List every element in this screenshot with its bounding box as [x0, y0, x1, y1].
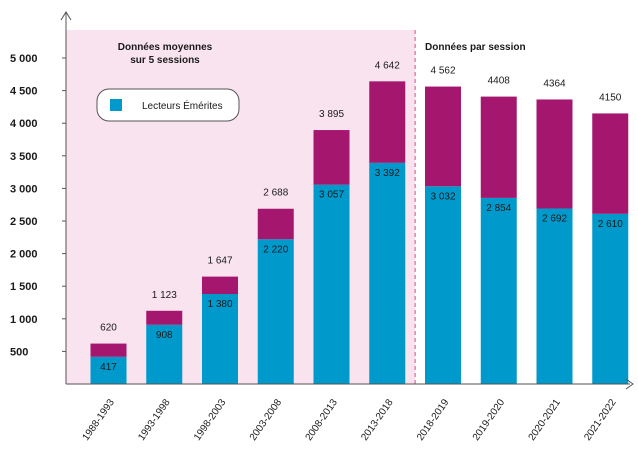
- bar-total-label: 4364: [543, 78, 566, 89]
- legend-label: Lecteurs Émérites: [142, 99, 223, 112]
- bar-segment-complement: [592, 113, 629, 214]
- x-tick-label: 2018-2019: [415, 397, 452, 443]
- bar-segment-lecteurs-emerites: [313, 184, 350, 384]
- axes: [60, 11, 634, 390]
- bar-total-label: 4150: [599, 92, 622, 103]
- bar-segment-complement: [146, 310, 183, 325]
- bar-inner-label: 3 032: [430, 191, 455, 202]
- bar-segment-complement: [257, 208, 294, 240]
- x-tick-label: 2019-2020: [471, 397, 508, 443]
- bar-segment-complement: [480, 96, 517, 198]
- y-tick-label: 2 000: [10, 249, 38, 261]
- region-averaged-title-line-1: Données moyennes: [118, 42, 213, 53]
- bar-segment-complement: [313, 130, 350, 185]
- bar-total-label: 4 642: [375, 60, 400, 71]
- y-tick-label: 1 500: [10, 281, 38, 293]
- bar-segment-lecteurs-emerites: [480, 197, 517, 384]
- bar-segment-complement: [90, 343, 127, 357]
- legend-box: [96, 88, 240, 122]
- legend-swatch: [110, 99, 122, 111]
- x-tick-label: 2021-2022: [582, 397, 619, 443]
- bar-segment-lecteurs-emerites: [90, 356, 127, 384]
- y-tick-label: 4 500: [10, 86, 38, 98]
- bar-total-label: 1 123: [152, 290, 177, 301]
- bar-segment-lecteurs-emerites: [146, 324, 183, 384]
- y-tick-label: 3 000: [10, 183, 38, 195]
- bar-segment-complement: [536, 99, 573, 209]
- bar-inner-label: 3 057: [319, 190, 344, 201]
- bar-segment-lecteurs-emerites: [202, 294, 238, 384]
- y-tick-label: 4 000: [10, 118, 38, 130]
- region-averaged-title-line-2: sur 5 sessions: [130, 55, 200, 66]
- x-tick-label: 2003-2008: [248, 397, 285, 443]
- y-tick-label: 2 500: [10, 216, 38, 228]
- y-ticks: 500 1 000 1 500 2 000 2 500 3 000 3 500 4 000 4 …: [10, 53, 66, 358]
- x-axis-arrow: [625, 378, 634, 390]
- bar-inner-label: 2 220: [263, 244, 288, 255]
- bar-segment-complement: [425, 86, 461, 187]
- bar-inner-label: 2 854: [486, 203, 511, 214]
- bar-inner-label: 908: [156, 330, 173, 341]
- bar-total-label: 4408: [488, 76, 511, 87]
- labels-layer: 620 417 1 123 908 1 647 1 380 2 688 2 220 3 895 3…: [100, 60, 623, 372]
- legend: Lecteurs Émérites: [96, 88, 240, 122]
- region-per-session-title: Données par session: [425, 42, 526, 53]
- bar-segment-lecteurs-emerites: [425, 186, 461, 384]
- bar-inner-label: 417: [100, 362, 117, 373]
- bar-total-label: 3 895: [319, 109, 344, 120]
- x-tick-label: 1988-1993: [81, 397, 118, 443]
- bar-inner-label: 2 610: [598, 219, 623, 230]
- bar-segment-lecteurs-emerites: [257, 239, 294, 384]
- y-tick-label: 3 500: [10, 151, 38, 163]
- bar-segment-complement: [369, 81, 406, 163]
- region-averaged-background: [66, 30, 416, 384]
- bar-inner-label: 2 692: [542, 213, 567, 224]
- bar-segment-complement: [202, 276, 238, 295]
- bar-segment-lecteurs-emerites: [536, 208, 573, 384]
- y-tick-label: 500: [10, 346, 28, 358]
- x-tick-label: 2020-2021: [527, 397, 564, 443]
- x-tick-labels: 1988-1993 1993-1998 1998-2003 2003-2008 2008…: [81, 397, 619, 443]
- bar-segment-lecteurs-emerites: [369, 162, 406, 384]
- bar-total-label: 4 562: [430, 66, 455, 77]
- x-tick-label: 1993-1998: [136, 397, 173, 443]
- x-tick-label: 1998-2003: [192, 397, 229, 443]
- bar-inner-label: 3 392: [375, 168, 400, 179]
- x-tick-label: 2008-2013: [304, 397, 341, 443]
- y-tick-label: 5 000: [10, 53, 38, 65]
- y-tick-label: 1 000: [10, 314, 38, 326]
- bar-total-label: 620: [100, 323, 117, 334]
- y-axis-arrow: [60, 11, 72, 21]
- bar-inner-label: 1 380: [207, 299, 232, 310]
- bar-segment-lecteurs-emerites: [592, 213, 629, 384]
- x-tick-label: 2013-2018: [359, 397, 396, 443]
- bars-layer: [90, 81, 629, 384]
- bar-total-label: 2 688: [263, 188, 288, 199]
- bar-total-label: 1 647: [207, 256, 232, 267]
